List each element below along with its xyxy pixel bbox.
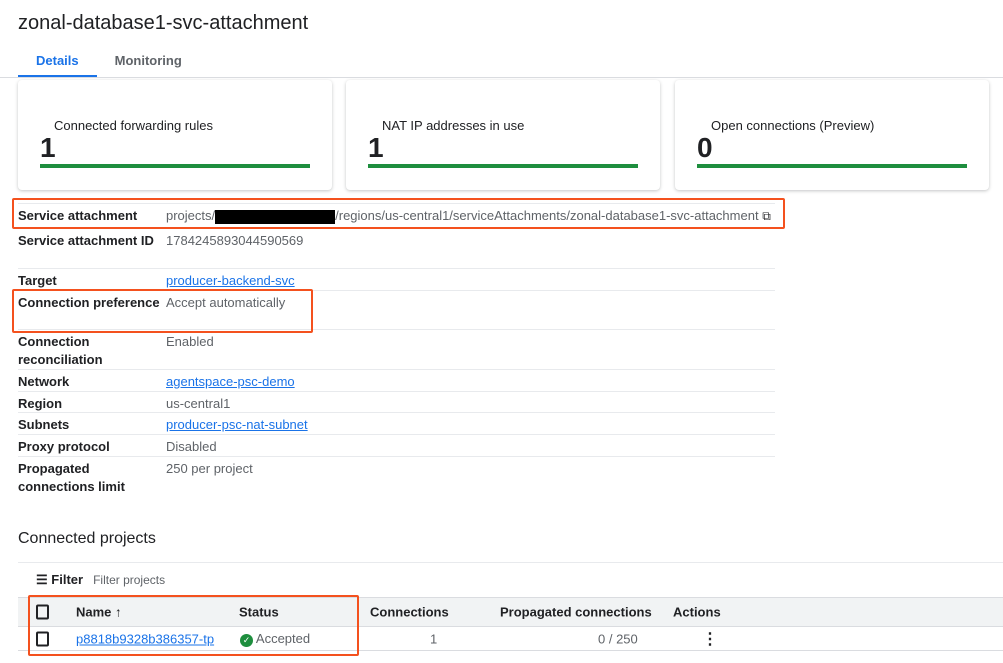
column-name[interactable]: Name ↑ [76,605,122,620]
network-link[interactable]: agentspace-psc-demo [166,374,295,389]
row-limit: Propagated connections limit 250 per proj… [18,457,775,495]
value: Disabled [166,439,217,454]
row-reconciliation: Connection reconciliation Enabled [18,330,775,370]
label: Target [18,273,57,288]
row-connection-preference: Connection preference Accept automaticall… [18,291,775,330]
status: ✓ Accepted [240,631,310,647]
filter-bar[interactable]: ☰ Filter Filter projects [36,572,165,588]
highlight-box [12,198,785,229]
card-bar [40,164,310,168]
value: Enabled [166,334,214,349]
select-all-checkbox[interactable] [36,604,49,620]
column-connections[interactable]: Connections [370,604,449,620]
value-prefix: projects/ [166,208,216,223]
row-subnets: Subnets producer-psc-nat-subnet [18,413,775,435]
card-bar [697,164,967,168]
label: Service attachment [18,208,138,223]
row-service-attachment: Service attachment projects/ /regions/us-… [18,203,775,229]
page-title: zonal-database1-svc-attachment [18,12,309,34]
label: Propagated connections limit [18,461,125,494]
project-link[interactable]: p8818b9328b386357-tp [76,631,215,646]
row-target: Target producer-backend-svc [18,269,775,291]
card-label: Connected forwarding rules [54,118,213,133]
card-bar [368,164,638,168]
connections-value: 1 [430,631,438,646]
value: us-central1 [166,396,231,411]
value: Accept automatically [166,295,286,310]
tab-details[interactable]: Details [18,44,97,78]
label: Proxy protocol [18,439,110,454]
label: Subnets [18,417,70,432]
value: projects/ /regions/us-central1/serviceAtt… [166,207,775,226]
more-vert-icon[interactable]: ⋮ [702,630,718,648]
card-open-connections: Open connections (Preview) 0 [675,80,989,190]
filter-label: Filter [51,572,84,587]
tabs: Details Monitoring [18,44,200,78]
card-value: 0 [697,132,713,163]
divider [18,562,1003,563]
column-label: Name [76,604,112,620]
column-propagated[interactable]: Propagated connections [500,604,652,620]
highlight-box [12,289,313,333]
row-id: Service attachment ID 1784245893044590569 [18,229,775,269]
subnet-link[interactable]: producer-psc-nat-subnet [166,417,308,432]
card-value: 1 [368,132,384,163]
row-proxy: Proxy protocol Disabled [18,435,775,457]
card-nat-ips: NAT IP addresses in use 1 [346,80,660,190]
column-actions: Actions [673,604,721,620]
propagated-value: 0 / 250 [598,631,638,646]
check-circle-icon: ✓ [240,633,253,647]
label: Region [18,396,63,411]
filter-icon: ☰ [36,572,48,587]
card-label: NAT IP addresses in use [382,118,525,133]
card-label: Open connections (Preview) [711,118,875,133]
copy-icon[interactable]: ⧉ [762,209,771,223]
card-forwarding-rules: Connected forwarding rules 1 [18,80,332,190]
row-region: Region us-central1 [18,392,775,413]
tab-monitoring[interactable]: Monitoring [114,53,182,68]
redacted-block [215,209,336,224]
filter-button[interactable]: ☰ Filter [36,572,83,588]
card-value: 1 [40,132,56,163]
row-checkbox[interactable] [36,631,49,646]
highlight-box [28,595,359,656]
filter-input[interactable]: Filter projects [93,573,166,587]
label: Service attachment ID [18,233,154,248]
divider [0,77,1003,78]
column-status[interactable]: Status [239,604,279,620]
label: Connection reconciliation [18,334,103,367]
table-row: p8818b9328b386357-tp ✓ Accepted 1 0 / 25… [18,627,1003,651]
value-suffix: /regions/us-central1/serviceAttachments/… [335,208,759,223]
value: 250 per project [166,461,253,476]
arrow-up-icon: ↑ [115,604,122,620]
section-heading: Connected projects [18,530,156,547]
status-text: Accepted [255,630,311,646]
label: Network [18,374,70,389]
target-link[interactable]: producer-backend-svc [166,273,295,288]
row-network: Network agentspace-psc-demo [18,370,775,392]
table-header: Name ↑ Status Connections Propagated con… [18,597,1003,627]
details-table: Service attachment projects/ /regions/us-… [18,203,775,495]
label: Connection preference [18,295,160,310]
value: 1784245893044590569 [166,233,304,248]
